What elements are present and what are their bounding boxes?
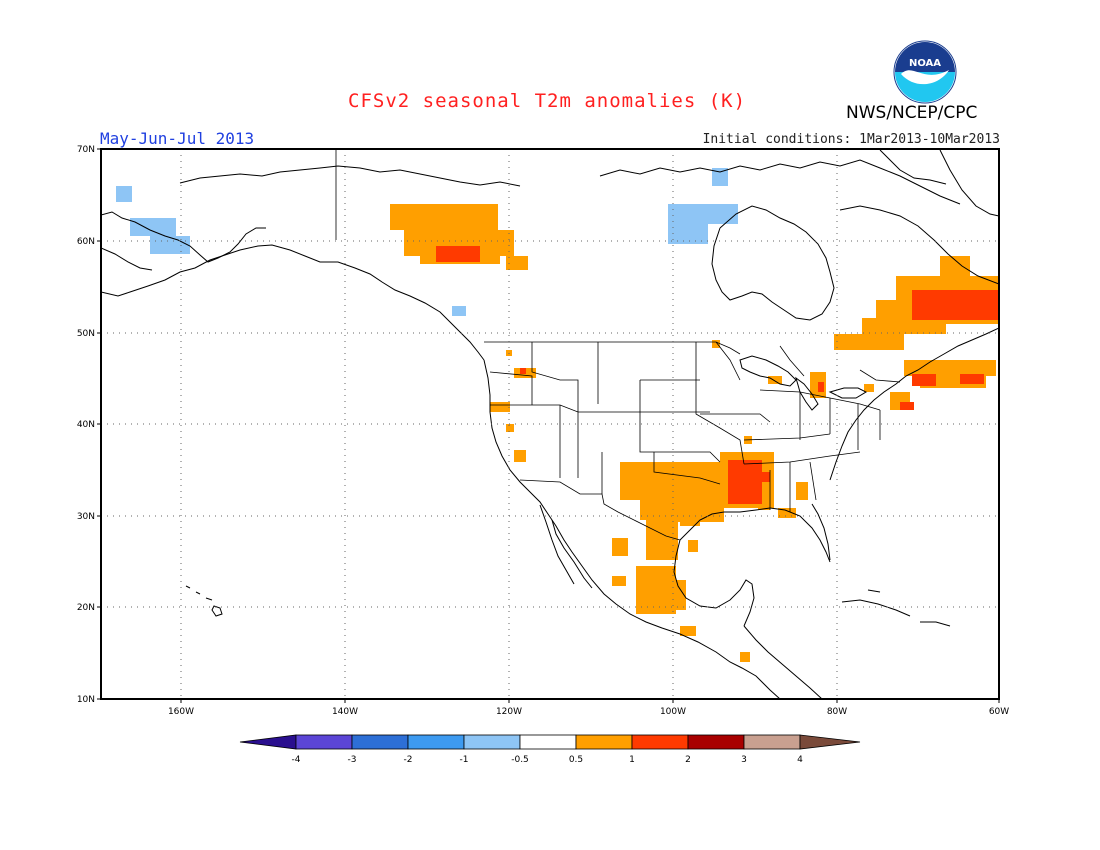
graticule [101, 149, 999, 699]
colorbar-label: -1 [460, 755, 469, 765]
anomaly-cell [760, 472, 770, 482]
anomaly-cell [636, 566, 676, 614]
anomaly-cell [778, 508, 796, 518]
lon-label-120w: 120W [496, 707, 522, 717]
season-label: May-Jun-Jul 2013 [100, 129, 255, 148]
anomaly-cell [834, 334, 904, 350]
anomaly-cell [712, 168, 728, 186]
anomaly-cell [620, 462, 654, 500]
anomaly-cell [680, 518, 700, 526]
anomaly-cell [680, 626, 696, 636]
colorbar-label: 1 [629, 755, 635, 765]
anomaly-cell [506, 424, 514, 432]
noaa-logo: NOAA [893, 40, 957, 104]
anomaly-cell [612, 538, 628, 556]
colorbar-cell [295, 734, 353, 750]
colorbar-label: 4 [797, 755, 803, 765]
colorbar-label: -0.5 [511, 755, 529, 765]
colorbar: -4 -3 -2 -1 -0.5 0.5 1 2 3 4 [239, 734, 861, 765]
anomaly-cell [712, 340, 720, 348]
lon-label-100w: 100W [660, 707, 686, 717]
anomaly-cell [668, 204, 738, 224]
anomaly-cell [150, 236, 190, 254]
anomaly-cell [668, 224, 708, 244]
anomaly-cell [818, 382, 824, 392]
colorbar-label: 2 [685, 755, 691, 765]
anomaly-cell [390, 204, 498, 230]
noaa-logo-text: NOAA [909, 58, 941, 69]
anomaly-patches [116, 168, 999, 662]
anomaly-cell [130, 218, 176, 236]
colorbar-arrow-low [239, 734, 297, 750]
colorbar-cell [463, 734, 521, 750]
anomaly-cell [768, 376, 782, 384]
lat-label-60n: 60N [77, 237, 95, 247]
anomaly-cell [960, 374, 984, 384]
agency-label: NWS/NCEP/CPC [846, 103, 978, 123]
initial-conditions: Initial conditions: 1Mar2013-10Mar2013 [702, 132, 1000, 147]
colorbar-cell [519, 734, 577, 750]
anomaly-cell [688, 540, 698, 552]
colorbar-cell [575, 734, 633, 750]
anomaly-cell [864, 384, 874, 392]
lat-label-30n: 30N [77, 512, 95, 522]
colorbar-cell [631, 734, 689, 750]
colorbar-label: -4 [292, 755, 301, 765]
political-boundaries [335, 149, 901, 541]
anomaly-cell [676, 580, 686, 610]
lon-label-160w: 160W [168, 707, 194, 717]
lat-label-50n: 50N [77, 329, 95, 339]
chart-title: CFSv2 seasonal T2m anomalies (K) [348, 90, 747, 112]
colorbar-label: -2 [404, 755, 413, 765]
lon-label-140w: 140W [332, 707, 358, 717]
anomaly-cell [520, 368, 526, 374]
anomaly-cell [640, 500, 720, 520]
anomaly-cell [728, 460, 762, 504]
colorbar-cell [687, 734, 745, 750]
colorbar-label: 0.5 [569, 755, 583, 765]
colorbar-cell [407, 734, 465, 750]
anomaly-cell [900, 402, 914, 410]
anomaly-cell [904, 360, 996, 376]
anomaly-cell [452, 306, 466, 316]
colorbar-label: 3 [741, 755, 747, 765]
colorbar-cell [743, 734, 801, 750]
colorbar-label: -3 [348, 755, 357, 765]
lat-label-20n: 20N [77, 603, 95, 613]
anomaly-cell [490, 402, 510, 412]
colorbar-arrow-high [799, 734, 861, 750]
map-frame [100, 148, 1000, 700]
anomaly-cell [436, 246, 480, 262]
anomaly-cell [912, 374, 936, 386]
lat-label-70n: 70N [77, 145, 95, 155]
lon-label-60w: 60W [989, 707, 1009, 717]
anomaly-cell [612, 576, 626, 586]
lon-label-80w: 80W [827, 707, 847, 717]
anomaly-cell [796, 482, 808, 500]
colorbar-cell [351, 734, 409, 750]
anomaly-cell [862, 318, 946, 334]
coastlines [101, 149, 999, 699]
anomaly-cell [506, 256, 528, 270]
anomaly-cell [514, 450, 526, 462]
anomaly-cell [740, 652, 750, 662]
anomaly-cell [912, 290, 999, 320]
lat-label-40n: 40N [77, 420, 95, 430]
anomaly-cell [940, 256, 970, 276]
anomaly-cell [116, 186, 132, 202]
lat-label-10n: 10N [77, 695, 95, 705]
